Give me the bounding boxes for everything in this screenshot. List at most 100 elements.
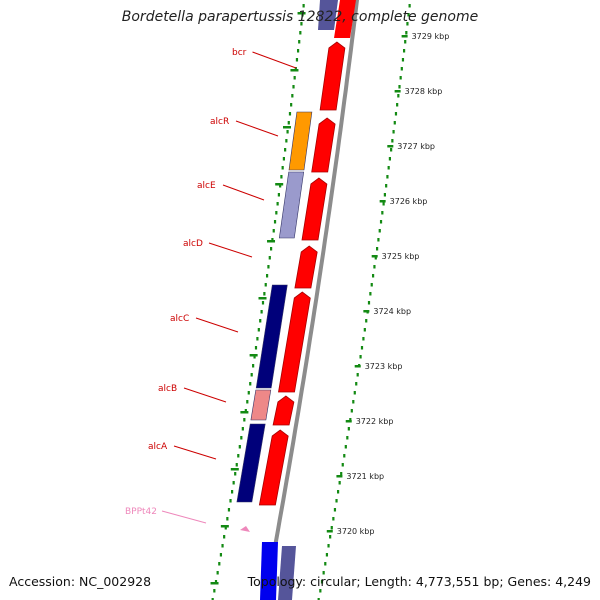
forward-gene-7: [258, 429, 289, 506]
ring-dash: [230, 468, 239, 471]
ring-dot: [397, 94, 400, 98]
leader-line-alcC: [195, 317, 239, 333]
genome-backbone: [263, 0, 360, 600]
bottom-gene-1: [260, 542, 278, 600]
ring-dot: [253, 355, 256, 359]
gene-label-alcR: alcR: [210, 117, 229, 127]
gene-label-alcE: alcE: [197, 181, 216, 191]
ring-dot: [273, 220, 277, 224]
ring-dot: [285, 139, 288, 143]
ring-dot: [387, 166, 390, 170]
ring-dot: [363, 328, 366, 332]
ring-dot: [388, 157, 392, 161]
forward-gene-6: [272, 395, 295, 426]
ring-dot: [241, 427, 244, 431]
ring-dot: [249, 382, 252, 386]
ring-dot: [302, 4, 305, 8]
ring-dot: [379, 220, 383, 224]
ring-dot: [401, 58, 405, 62]
kbp-tick-3729: [401, 35, 408, 38]
ring-dot: [359, 355, 362, 359]
ring-dot: [280, 175, 283, 179]
ring-dot: [402, 49, 406, 53]
ring-dot: [362, 337, 365, 341]
ring-dot: [259, 319, 262, 323]
ring-dash: [275, 183, 284, 186]
leader-line-alcD: [208, 242, 253, 258]
ring-dot: [373, 265, 376, 269]
ring-dot: [336, 490, 340, 494]
kbp-label-3729: 3729 kbp: [412, 32, 450, 41]
kbp-label-3720: 3720 kbp: [337, 527, 375, 536]
ring-dot: [265, 274, 269, 278]
ring-dot: [378, 229, 381, 233]
kbp-tick-3721: [336, 475, 343, 478]
kbp-label-3727: 3727 kbp: [397, 142, 435, 151]
reverse-gene-4: [250, 389, 272, 421]
background-tick-marks: [210, 4, 411, 600]
forward-gene-top: [334, 0, 356, 38]
ring-dot: [250, 373, 253, 377]
kbp-tick-3724: [363, 310, 370, 313]
ring-dash: [267, 240, 276, 243]
ring-dot: [330, 526, 333, 530]
ring-dot: [365, 319, 368, 323]
ring-dot: [324, 562, 327, 566]
ring-dot: [391, 139, 394, 143]
ring-dot: [257, 328, 260, 332]
ring-dot: [288, 112, 292, 116]
gene-label-alcD: alcD: [183, 239, 203, 249]
ring-dot: [243, 418, 246, 422]
ring-dot: [325, 553, 329, 557]
reverse-gene-3: [255, 284, 288, 389]
ring-dot: [291, 94, 294, 98]
ring-dot: [356, 373, 359, 377]
ring-dot: [244, 409, 247, 413]
ring-dot: [408, 4, 411, 8]
ring-dot: [299, 31, 302, 35]
ring-dash: [297, 12, 306, 15]
ring-dot: [277, 193, 280, 197]
ring-dot: [227, 508, 231, 512]
ring-dot: [256, 337, 259, 341]
ring-dot: [254, 346, 258, 350]
ring-dot: [300, 22, 303, 26]
ring-dot: [219, 553, 223, 557]
ring-dot: [383, 193, 386, 197]
kbp-tick-3725: [371, 255, 378, 258]
ring-dot: [234, 472, 237, 476]
forward-gene-4: [294, 245, 318, 289]
ring-dot: [377, 238, 380, 242]
leader-line-BPPt42: [161, 510, 207, 524]
gene-label-BPPt42: BPPt42: [125, 507, 157, 517]
ring-dot: [394, 112, 398, 116]
reverse-gene-5: [236, 423, 266, 503]
ring-dot: [399, 76, 402, 80]
kbp-tick-3720: [326, 530, 333, 533]
ring-dot: [343, 454, 346, 458]
ring-dot: [386, 175, 389, 179]
ring-dot: [296, 49, 300, 53]
ring-dot: [247, 391, 250, 395]
ring-dot: [284, 148, 287, 152]
forward-gene-1: [319, 41, 346, 111]
ring-dot: [360, 346, 364, 350]
ring-dot: [214, 580, 218, 584]
ring-dot: [221, 544, 224, 548]
ring-dot: [392, 130, 395, 134]
ring-dash: [249, 354, 258, 357]
ring-dot: [252, 364, 255, 368]
forward-gene-5: [278, 291, 311, 393]
ring-dash: [220, 525, 229, 528]
forward-gene-3: [301, 177, 328, 241]
ring-dot: [271, 238, 274, 242]
ring-dot: [370, 283, 373, 287]
ring-dot: [393, 121, 396, 125]
gene-label-alcA: alcA: [148, 442, 168, 452]
ring-dot: [333, 508, 337, 512]
bottom-gene-2: [278, 546, 296, 600]
ring-dot: [320, 580, 324, 584]
kbp-tick-3723: [354, 365, 361, 368]
reverse-gene-1: [288, 111, 313, 171]
ring-dot: [390, 148, 393, 152]
